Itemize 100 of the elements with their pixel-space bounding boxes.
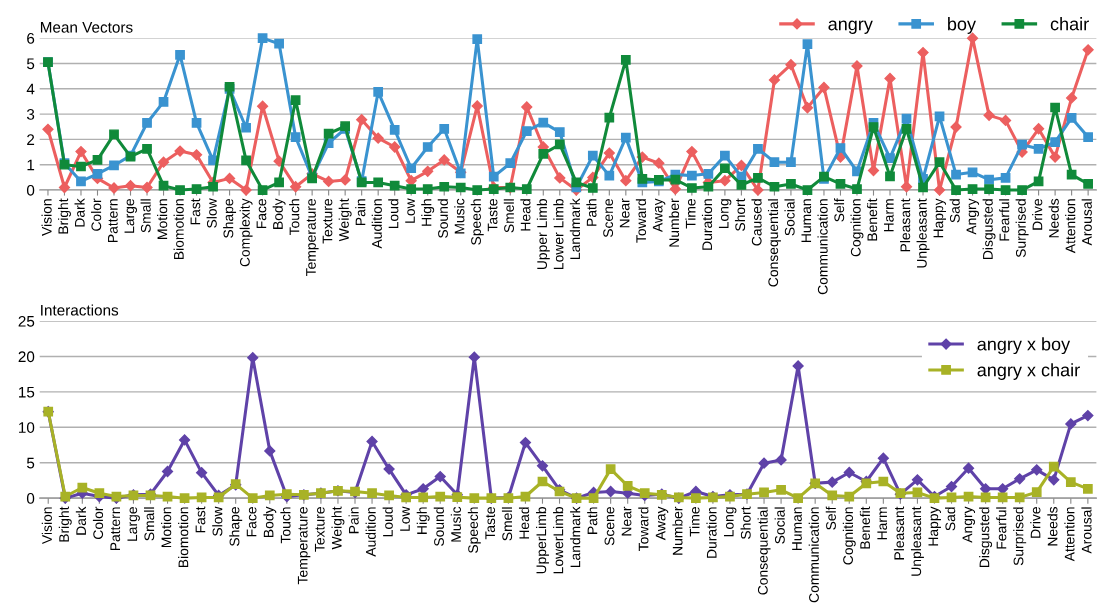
x-tick-label: Pattern xyxy=(108,199,118,243)
x-tick-label: Loud xyxy=(388,199,399,229)
x-tick-label: Surprised xyxy=(1013,507,1027,566)
x-tick-label: Long xyxy=(723,507,737,537)
x-tick-label: Bright xyxy=(58,506,72,542)
x-tick-label: Shape xyxy=(223,198,237,238)
x-tick-label: Pain xyxy=(355,199,366,226)
y-tick-label: 15 xyxy=(19,386,35,398)
x-tick-label: High xyxy=(421,199,435,226)
x-tick-label: Communication xyxy=(808,507,819,603)
x-tick-label: Fearful xyxy=(999,199,1010,241)
x-tick-label: Short xyxy=(734,198,746,231)
x-tick-label: Music xyxy=(450,506,461,542)
legend-label: boy xyxy=(948,17,976,34)
x-tick-label: Number xyxy=(672,506,683,555)
x-tick-label: Smell xyxy=(501,507,513,541)
y-tick-label: 5 xyxy=(26,58,35,70)
x-tick-label: Body xyxy=(263,506,277,537)
x-tick-label: Arousal xyxy=(1081,507,1092,554)
x-tick-label: Scene xyxy=(604,507,615,546)
x-tick-label: Path xyxy=(586,199,597,226)
x-tick-label: Large xyxy=(124,198,137,233)
x-tick-label: Self xyxy=(834,198,845,222)
x-tick-label: Attention xyxy=(1065,199,1076,254)
x-tick-label: Number xyxy=(668,198,680,247)
x-tick-label: Color xyxy=(92,506,104,539)
x-tick-label: Caused xyxy=(751,199,762,246)
x-tick-label: Head xyxy=(520,199,531,231)
y-tick-label: 0 xyxy=(26,493,35,504)
y-tick-label: 2 xyxy=(27,134,35,145)
x-tick-label: Face xyxy=(246,507,257,537)
legend-label: angry xyxy=(828,20,873,34)
x-tick-label: Self xyxy=(825,506,836,530)
x-tick-label: UpperLimb xyxy=(536,507,549,574)
x-tick-label: Body xyxy=(272,198,286,229)
x-tick-label: Speech xyxy=(470,199,484,245)
x-tick-label: Speech xyxy=(467,507,481,553)
x-tick-label: Texture xyxy=(314,507,325,552)
x-tick-label: Social xyxy=(784,199,795,236)
x-tick-label: Angry xyxy=(962,506,976,543)
y-tick-label: 3 xyxy=(26,108,35,120)
x-tick-label: Motion xyxy=(161,507,172,548)
x-tick-label: Happy xyxy=(928,506,941,546)
x-tick-label: Communication xyxy=(817,199,828,295)
y-tick-label: 1 xyxy=(27,159,35,171)
x-tick-label: Disgusted xyxy=(982,199,996,259)
x-tick-label: Time xyxy=(685,198,696,229)
x-tick-label: Angry xyxy=(966,198,980,235)
x-tick-label: Fast xyxy=(190,198,201,225)
x-tick-label: Consequential xyxy=(767,199,781,287)
x-tick-label: Consequential xyxy=(757,507,771,595)
x-tick-label: Bright xyxy=(58,198,71,234)
x-tick-label: Music xyxy=(454,198,465,234)
x-tick-label: Sound xyxy=(437,199,448,238)
x-tick-label: Happy xyxy=(933,198,947,238)
x-tick-label: Sad xyxy=(945,507,956,531)
x-tick-label: Vision xyxy=(41,199,52,236)
y-tick-label: 6 xyxy=(27,33,35,44)
x-tick-label: Low xyxy=(400,506,410,531)
x-tick-label: Temperature xyxy=(297,507,311,585)
x-tick-label: Scene xyxy=(603,198,614,238)
x-tick-label: Unpleasant xyxy=(910,506,924,576)
x-tick-label: Audition xyxy=(371,199,382,249)
x-tick-label: Shape xyxy=(229,507,243,547)
x-tick-label: Weight xyxy=(338,198,352,242)
x-tick-label: Pleasant xyxy=(893,506,905,560)
x-tick-label: Small xyxy=(144,507,155,541)
x-tick-label: Smell xyxy=(503,199,514,233)
legend-label: chair xyxy=(1050,17,1089,31)
x-tick-label: Cognition xyxy=(850,199,864,257)
y-tick-label: 25 xyxy=(18,315,35,327)
x-tick-label: Harm xyxy=(877,507,888,540)
x-tick-label: Short xyxy=(740,506,751,540)
x-tick-label: Sad xyxy=(949,199,960,223)
x-tick-label: Vision xyxy=(41,507,52,545)
chart-title: Interactions xyxy=(41,304,119,316)
y-tick-label: 20 xyxy=(18,351,35,363)
x-tick-label: Human xyxy=(801,199,812,242)
x-tick-label: Pattern xyxy=(110,507,121,551)
x-tick-label: Sound xyxy=(433,507,444,547)
x-tick-label: Harm xyxy=(884,199,894,232)
x-tick-label: Surprised xyxy=(1015,199,1029,258)
x-tick-label: Taste xyxy=(487,198,498,232)
x-tick-label: Arousal xyxy=(1081,199,1092,246)
x-tick-label: Long xyxy=(718,199,732,229)
y-tick-label: 10 xyxy=(19,422,35,433)
x-tick-label: Near xyxy=(621,506,632,536)
x-tick-label: Landmark xyxy=(570,506,581,568)
x-tick-label: LowerLimb xyxy=(553,507,564,574)
x-tick-label: Duration xyxy=(701,199,713,250)
legend-label: angry x boy xyxy=(977,337,1071,355)
x-tick-label: Drive xyxy=(1032,198,1043,230)
x-tick-label: Low xyxy=(405,198,415,223)
x-tick-label: Human xyxy=(792,507,802,551)
x-tick-label: Taste xyxy=(485,507,496,540)
x-tick-label: Fast xyxy=(195,506,206,533)
x-tick-label: Landmark xyxy=(569,198,581,259)
x-tick-label: Dark xyxy=(74,198,85,227)
x-tick-label: Complexity xyxy=(239,198,253,267)
x-tick-label: Away xyxy=(652,198,666,233)
